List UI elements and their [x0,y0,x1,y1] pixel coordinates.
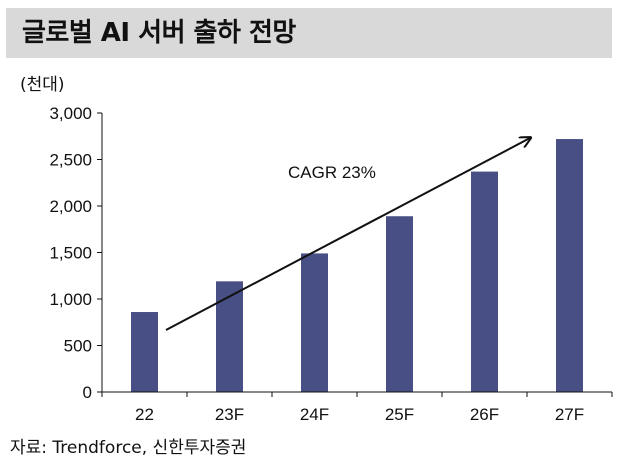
cagr-trend-arrow [165,138,530,331]
x-tick-label: 27F [555,405,584,424]
x-tick-label: 24F [300,405,329,424]
chart-title: 글로벌 AI 서버 출하 전망 [22,18,296,48]
y-tick-label: 1,500 [49,244,92,263]
bar-26f [471,171,498,392]
x-tick-label: 22 [135,405,154,424]
x-tick-label: 26F [470,405,499,424]
y-tick-label: 2,500 [49,151,92,170]
bar-25f [386,216,413,392]
source-note: 자료: Trendforce, 신한투자증권 [10,438,247,458]
x-tick-label: 23F [215,405,244,424]
y-axis-unit-label: (천대) [20,75,65,95]
x-tick-label: 25F [385,405,414,424]
bar-24f [301,253,328,392]
cagr-annotation: CAGR 23% [288,163,376,182]
bar-22 [131,312,158,392]
y-tick-label: 500 [64,337,92,356]
bar-27f [556,139,583,392]
y-tick-label: 1,000 [49,290,92,309]
title-bar: 글로벌 AI 서버 출하 전망 [6,8,612,58]
bar-23f [216,281,243,392]
y-tick-label: 2,000 [49,197,92,216]
y-tick-label: 3,000 [49,104,92,123]
y-tick-label: 0 [83,383,92,402]
